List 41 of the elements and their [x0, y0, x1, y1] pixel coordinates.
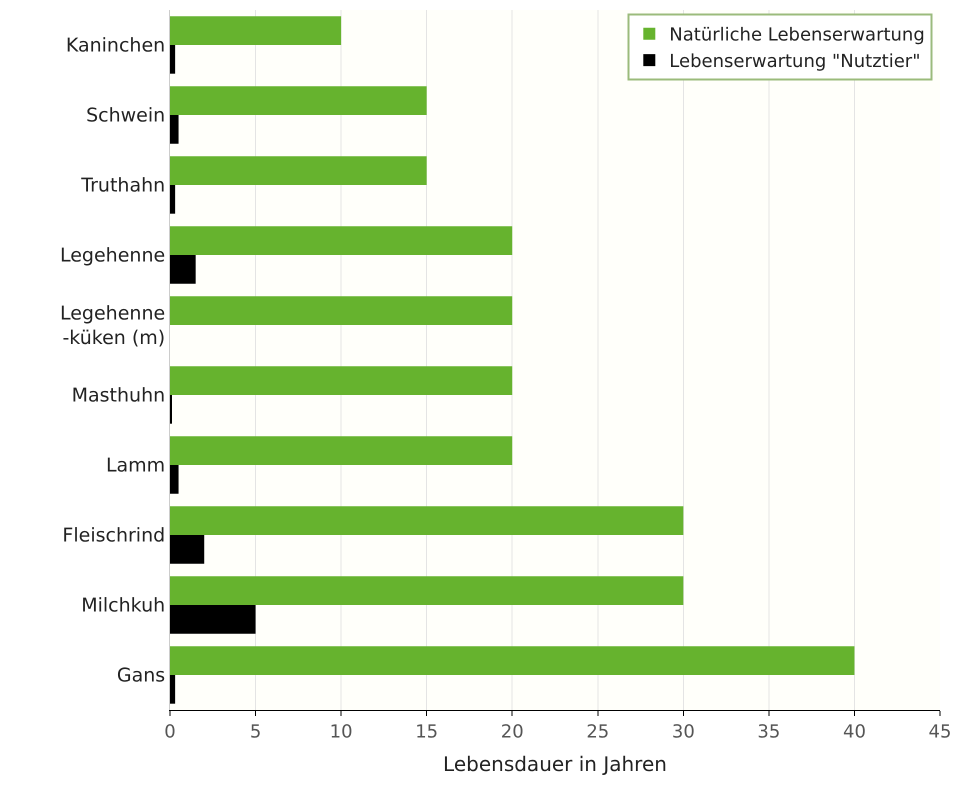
bar: [170, 156, 427, 185]
bar: [170, 646, 854, 675]
legend-label: Natürliche Lebenserwartung: [669, 24, 925, 46]
x-tick-label: 5: [250, 722, 262, 743]
bar: [170, 465, 179, 494]
y-tick-label: Truthahn: [80, 174, 166, 197]
x-axis-title: Lebensdauer in Jahren: [443, 752, 667, 776]
y-tick-label: Gans: [116, 664, 166, 687]
bar: [170, 45, 176, 74]
x-tick-label: 40: [842, 722, 866, 743]
x-tick-label: 15: [415, 722, 438, 743]
y-tick-label: Schwein: [86, 104, 166, 127]
legend-label: Lebenserwartung "Nutztier": [669, 51, 921, 72]
y-tick-label: Legehenne -küken (m): [60, 302, 166, 349]
y-tick-label: Fleischrind: [62, 524, 166, 547]
bar: [170, 185, 176, 214]
x-tick-label: 30: [672, 722, 695, 743]
bar: [170, 296, 512, 325]
bar: [170, 115, 179, 144]
y-tick-label: Masthuhn: [72, 384, 166, 407]
bar: [170, 576, 684, 605]
y-tick-label: Kaninchen: [66, 34, 166, 57]
y-tick-label: Legehenne: [60, 244, 166, 267]
x-tick-label: 20: [500, 722, 524, 743]
bar: [170, 506, 684, 535]
y-tick-label: Lamm: [106, 454, 166, 477]
bar: [170, 436, 512, 465]
bar: [170, 255, 196, 284]
x-tick-label: 35: [757, 722, 780, 743]
x-tick-label: 45: [928, 722, 952, 743]
y-tick-label: Milchkuh: [81, 594, 166, 617]
bar: [170, 535, 204, 564]
bar: [170, 605, 256, 634]
bar: [170, 675, 176, 704]
x-tick-label: 0: [164, 722, 176, 743]
x-tick-label: 10: [330, 722, 353, 743]
x-tick-label: 25: [586, 722, 610, 743]
bar: [170, 226, 512, 255]
bar: [170, 16, 342, 45]
bar: [170, 366, 512, 395]
bar: [170, 86, 427, 115]
